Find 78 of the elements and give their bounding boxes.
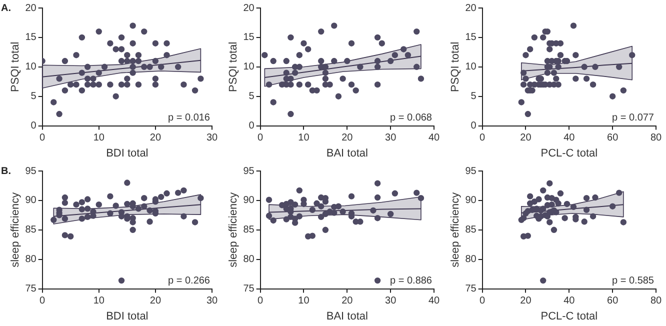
x-tick-label: 30	[206, 132, 218, 144]
y-tick-label: 0	[470, 120, 477, 132]
y-tick-label: 20	[243, 2, 255, 14]
x-tick-label: 20	[520, 132, 532, 144]
x-tick-label: 20	[342, 132, 354, 144]
y-tick-label: 5	[30, 91, 37, 102]
y-axis-title: PSQI total	[228, 42, 240, 92]
x-tick-label: 20	[520, 296, 532, 307]
y-tick-label: 80	[25, 254, 37, 266]
chart-title: A.	[1, 2, 12, 14]
x-tick-label: 0	[40, 132, 46, 144]
x-tick-label: 40	[564, 296, 576, 307]
y-axis-title: PSQI total	[10, 42, 22, 92]
x-tick-label: 80	[650, 296, 662, 307]
x-axis-title: BAI total	[326, 147, 368, 160]
x-tick-label: 10	[298, 296, 310, 307]
x-axis-title: PCL-C total	[540, 147, 598, 160]
x-tick-label: 20	[150, 132, 162, 144]
x-axis-title: BDI total	[106, 310, 148, 322]
x-tick-label: 0	[40, 296, 46, 307]
annotation: p = 0.886	[390, 276, 432, 287]
y-tick-label: 15	[465, 32, 477, 44]
y-tick-label: 95	[243, 166, 255, 177]
x-tick-label: 10	[93, 296, 105, 307]
x-tick-label: 60	[607, 296, 619, 307]
x-tick-label: 30	[206, 296, 218, 307]
y-tick-label: 90	[465, 195, 477, 206]
y-axis-title: sleep efficiency	[450, 192, 462, 268]
y-axis-title: sleep efficiency	[228, 192, 240, 268]
y-tick-label: 15	[243, 32, 255, 44]
x-axis-title: BAI total	[326, 310, 368, 322]
x-tick-label: 40	[564, 132, 576, 144]
x-tick-label: 10	[298, 132, 310, 144]
x-tick-label: 20	[150, 296, 162, 307]
annotation: p = 0.585	[612, 276, 654, 287]
y-tick-label: 20	[465, 2, 477, 14]
y-tick-label: 20	[25, 2, 37, 14]
x-tick-label: 80	[650, 132, 662, 144]
x-axis-title: PCL-C total	[540, 310, 598, 322]
x-tick-label: 60	[607, 132, 619, 144]
y-tick-label: 85	[465, 224, 477, 236]
y-tick-label: 85	[25, 224, 37, 236]
x-tick-label: 0	[258, 296, 264, 307]
y-tick-label: 10	[243, 62, 255, 73]
annotation: p = 0.016	[168, 112, 210, 124]
y-tick-label: 10	[465, 62, 477, 73]
chart-title: B.	[1, 166, 12, 177]
y-tick-label: 85	[243, 224, 255, 236]
annotation: p = 0.266	[168, 276, 210, 287]
x-tick-label: 0	[480, 132, 486, 144]
y-tick-label: 15	[25, 32, 37, 44]
y-tick-label: 80	[465, 254, 477, 266]
y-tick-label: 10	[25, 62, 37, 73]
x-tick-label: 0	[480, 296, 486, 307]
y-axis-title: PSQI total	[450, 42, 462, 92]
x-tick-label: 40	[428, 296, 440, 307]
y-tick-label: 5	[470, 91, 477, 102]
y-axis-title: sleep efficiency	[10, 192, 22, 268]
y-tick-label: 90	[25, 195, 37, 206]
x-tick-label: 10	[93, 132, 105, 144]
y-tick-label: 75	[465, 284, 477, 295]
x-axis-title: BDI total	[106, 147, 148, 160]
y-tick-label: 95	[25, 166, 37, 177]
annotation: p = 0.077	[612, 112, 654, 124]
annotation: p = 0.068	[390, 112, 432, 124]
y-tick-label: 5	[248, 91, 255, 102]
y-tick-label: 90	[243, 195, 255, 206]
y-tick-label: 0	[248, 120, 255, 132]
x-tick-label: 0	[258, 132, 264, 144]
x-tick-label: 20	[342, 296, 354, 307]
y-tick-label: 80	[243, 254, 255, 266]
y-tick-label: 95	[465, 166, 477, 177]
y-tick-label: 0	[30, 120, 37, 132]
x-tick-label: 40	[428, 132, 440, 144]
y-tick-label: 75	[243, 284, 255, 295]
x-tick-label: 30	[385, 132, 397, 144]
y-tick-label: 75	[25, 284, 37, 295]
x-tick-label: 30	[385, 296, 397, 307]
